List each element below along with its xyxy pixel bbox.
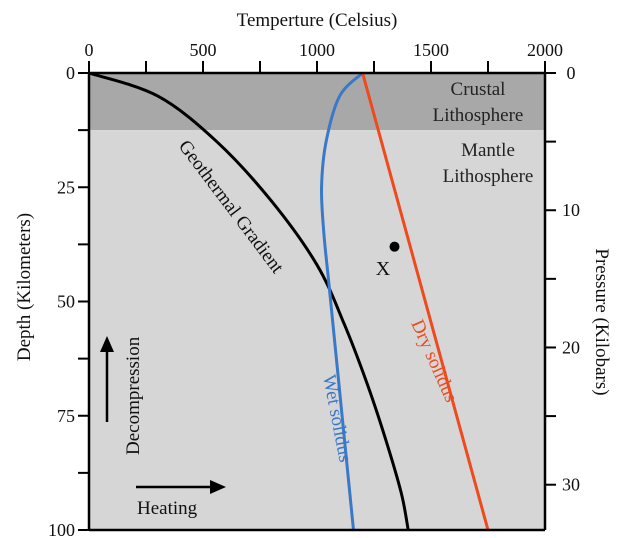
x-axis-title: Temperture (Celsius): [237, 10, 398, 31]
x-tick-label: 1500: [413, 40, 449, 60]
crustal-lithosphere-label-line2: Lithosphere: [433, 105, 524, 126]
y-tick-label: 0: [66, 63, 75, 83]
x-tick-label: 2000: [527, 40, 563, 60]
y2-tick-label: 20: [562, 337, 580, 357]
heating-label: Heating: [137, 498, 198, 519]
y-tick-label: 50: [57, 292, 75, 312]
geothermal-gradient-line: [88, 71, 410, 531]
y2-tick-label: 0: [567, 63, 576, 83]
y2-tick-label: 30: [562, 475, 580, 495]
dry-solidus-line: [361, 72, 490, 531]
wet-solidus-line: [320, 71, 364, 531]
point-x-marker: [389, 241, 400, 252]
x-tick-label: 1000: [299, 40, 335, 60]
decompression-label: Decompression: [123, 336, 144, 455]
y2-axis-title: Pressure (Kilobars): [591, 248, 612, 395]
decompression-arrow-icon: [100, 336, 114, 422]
y-tick-label: 25: [57, 177, 75, 197]
y2-tick-label: 10: [562, 200, 580, 220]
x-tick-label: 500: [190, 40, 217, 60]
mantle-lithosphere-band: [89, 130, 545, 530]
mantle-lithosphere-label-line1: Mantle: [461, 140, 515, 161]
y-tick-label: 100: [48, 520, 75, 538]
point-x-label: X: [376, 258, 391, 280]
x-tick-label: 0: [85, 40, 94, 60]
crustal-lithosphere-label-line1: Crustal: [451, 79, 506, 100]
heating-arrow-icon: [136, 480, 226, 494]
y-axis-title: Depth (Kilometers): [14, 213, 35, 361]
mantle-lithosphere-label-line2: Lithosphere: [443, 166, 534, 187]
y-tick-label: 75: [57, 406, 75, 426]
